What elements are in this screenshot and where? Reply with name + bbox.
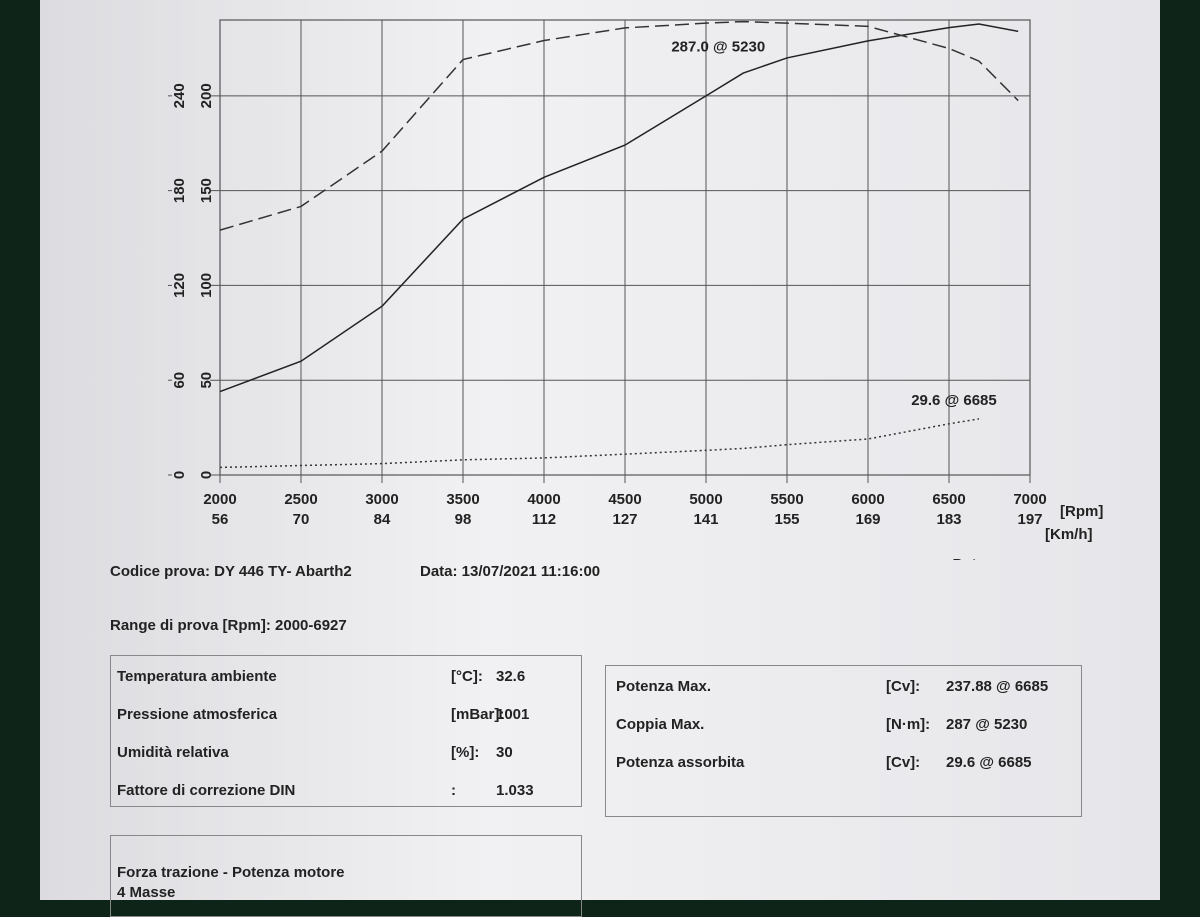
table-cell: 32.6	[496, 668, 526, 685]
legend-label: Potenza	[952, 556, 1010, 560]
y2-tick-label: 60	[171, 372, 188, 389]
table-cell: Fattore di correzione DIN	[117, 782, 296, 799]
paper	[40, 0, 1160, 900]
footer-subtitle: 4 Masse	[117, 884, 176, 901]
x2-tick-label: 98	[455, 511, 472, 528]
x2-unit: [Km/h]	[1045, 526, 1093, 543]
x-unit: [Rpm]	[1060, 503, 1103, 520]
x2-tick-label: 70	[293, 511, 310, 528]
y2-tick-label: 180	[171, 178, 188, 203]
x2-tick-label: 56	[212, 511, 229, 528]
series-line	[219, 418, 980, 469]
y-tick-label: 150	[198, 178, 215, 203]
test-code: Codice prova: DY 446 TY- Abarth2	[110, 563, 352, 580]
series-line	[219, 20, 1019, 231]
x-tick-label: 5000	[689, 491, 722, 508]
table-cell: Umidità relativa	[117, 744, 229, 761]
y-tick-label: 200	[198, 83, 215, 108]
x-tick-label: 4000	[527, 491, 560, 508]
table-cell: 30	[496, 744, 513, 761]
series-line	[219, 23, 1019, 393]
x-tick-label: 3500	[446, 491, 479, 508]
table-cell: [%]:	[451, 744, 480, 761]
x-tick-label: 3000	[365, 491, 398, 508]
table-cell: Potenza Max.	[616, 678, 712, 695]
chart: 0501001502000601201802402000562500703000…	[168, 19, 1103, 560]
footer-box: Forza trazione - Potenza motore 4 Masse	[110, 835, 582, 917]
table-cell: 29.6 @ 6685	[946, 754, 1032, 771]
x2-tick-label: 112	[532, 511, 556, 528]
x-tick-label: 6000	[851, 491, 884, 508]
footer-title: Forza trazione - Potenza motore	[117, 864, 345, 881]
table-cell: [Cv]:	[886, 678, 921, 695]
y-tick-label: 100	[198, 273, 215, 298]
x2-tick-label: 141	[693, 511, 718, 528]
results-box: Potenza Max. [Cv]: 237.88 @ 6685 Coppia Max…	[605, 665, 1082, 817]
x-tick-label: 2500	[284, 491, 317, 508]
y-tick-label: 0	[198, 471, 215, 479]
conditions-box: Temperatura ambiente [°C]: 32.6 Pressione a…	[110, 655, 582, 807]
x2-tick-label: 169	[855, 511, 880, 528]
x2-tick-label: 84	[374, 511, 391, 528]
x-tick-label: 6500	[932, 491, 965, 508]
x-tick-label: 7000	[1013, 491, 1046, 508]
y2-tick-label: 240	[171, 83, 188, 108]
annotation: 29.6 @ 6685	[911, 392, 997, 409]
y-tick-label: 50	[198, 372, 215, 389]
table-cell: Temperatura ambiente	[117, 668, 277, 685]
test-date: Data: 13/07/2021 11:16:00	[420, 563, 601, 580]
table-cell: [N·m]:	[886, 716, 931, 733]
x2-tick-label: 127	[612, 511, 637, 528]
table-cell: Pressione atmosferica	[117, 706, 278, 723]
table-cell: 287 @ 5230	[946, 716, 1028, 733]
table-cell: 237.88 @ 6685	[946, 678, 1049, 695]
table-cell: [Cv]:	[886, 754, 921, 771]
x-tick-label: 4500	[608, 491, 641, 508]
table-cell: 1001	[496, 706, 530, 723]
y2-tick-label: 0	[171, 471, 188, 479]
table-cell: [mBar]:	[451, 706, 505, 723]
x2-tick-label: 155	[774, 511, 799, 528]
table-cell: :	[451, 782, 456, 799]
test-range: Range di prova [Rpm]: 2000-6927	[110, 617, 347, 634]
x-tick-label: 2000	[203, 491, 236, 508]
table-cell: 1.033	[496, 782, 534, 799]
annotation: 287.0 @ 5230	[671, 39, 765, 56]
x2-tick-label: 197	[1017, 511, 1042, 528]
table-cell: Potenza assorbita	[616, 754, 745, 771]
x-tick-label: 5500	[770, 491, 803, 508]
table-cell: [°C]:	[451, 668, 483, 685]
y2-tick-label: 120	[171, 273, 188, 298]
x2-tick-label: 183	[936, 511, 961, 528]
table-cell: Coppia Max.	[616, 716, 705, 733]
